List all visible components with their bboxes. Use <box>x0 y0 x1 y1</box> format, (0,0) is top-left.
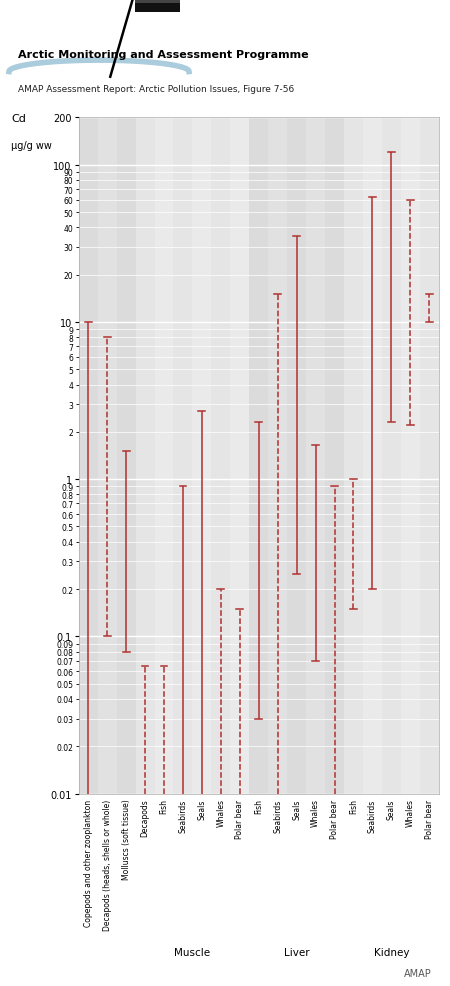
Text: AMAP: AMAP <box>404 968 432 978</box>
Bar <box>135 118 249 794</box>
Bar <box>344 118 439 794</box>
Text: AMAP Assessment Report: Arctic Pollution Issues, Figure 7-56: AMAP Assessment Report: Arctic Pollution… <box>18 85 294 94</box>
Text: Fish: Fish <box>159 799 168 813</box>
Text: Seals: Seals <box>292 799 301 819</box>
Bar <box>79 118 135 794</box>
Text: Whales: Whales <box>406 799 415 826</box>
Bar <box>230 118 249 794</box>
Bar <box>287 118 306 794</box>
Text: Polar bear: Polar bear <box>330 799 339 838</box>
Bar <box>193 118 212 794</box>
Bar <box>420 118 439 794</box>
Text: Decapods: Decapods <box>140 799 149 836</box>
Bar <box>249 118 268 794</box>
Text: Whales: Whales <box>216 799 225 826</box>
Text: Liver: Liver <box>284 947 310 956</box>
Text: Kidney: Kidney <box>374 947 409 956</box>
Text: Polar bear: Polar bear <box>235 799 244 838</box>
Bar <box>174 118 193 794</box>
Bar <box>363 118 382 794</box>
Text: Seabirds: Seabirds <box>368 799 377 832</box>
Bar <box>117 118 135 794</box>
Text: Polar bear: Polar bear <box>425 799 434 838</box>
Text: Seabirds: Seabirds <box>273 799 282 832</box>
Bar <box>401 118 420 794</box>
Text: Arctic Monitoring and Assessment Programme: Arctic Monitoring and Assessment Program… <box>18 49 309 60</box>
Bar <box>325 118 344 794</box>
Text: Decapods (heads, shells or whole): Decapods (heads, shells or whole) <box>103 799 112 930</box>
Text: Fish: Fish <box>254 799 263 813</box>
Bar <box>135 4 180 14</box>
Text: Seabirds: Seabirds <box>179 799 188 832</box>
Bar <box>249 118 344 794</box>
Bar <box>79 118 98 794</box>
Text: Muscle: Muscle <box>174 947 211 956</box>
Bar <box>98 118 117 794</box>
Bar <box>344 118 363 794</box>
Text: Seals: Seals <box>198 799 207 819</box>
Text: Fish: Fish <box>349 799 358 813</box>
Bar <box>306 118 325 794</box>
Text: Copepods and other zooplankton: Copepods and other zooplankton <box>84 799 93 926</box>
Text: Molluscs (soft tissue): Molluscs (soft tissue) <box>122 799 130 880</box>
Text: μg/g ww: μg/g ww <box>11 141 52 151</box>
Bar <box>135 118 154 794</box>
Text: Cd: Cd <box>11 113 26 123</box>
Bar <box>382 118 401 794</box>
Bar <box>212 118 230 794</box>
Bar <box>135 0 180 4</box>
Bar <box>154 118 174 794</box>
Bar <box>268 118 287 794</box>
Text: Seals: Seals <box>387 799 396 819</box>
Text: Whales: Whales <box>311 799 320 826</box>
